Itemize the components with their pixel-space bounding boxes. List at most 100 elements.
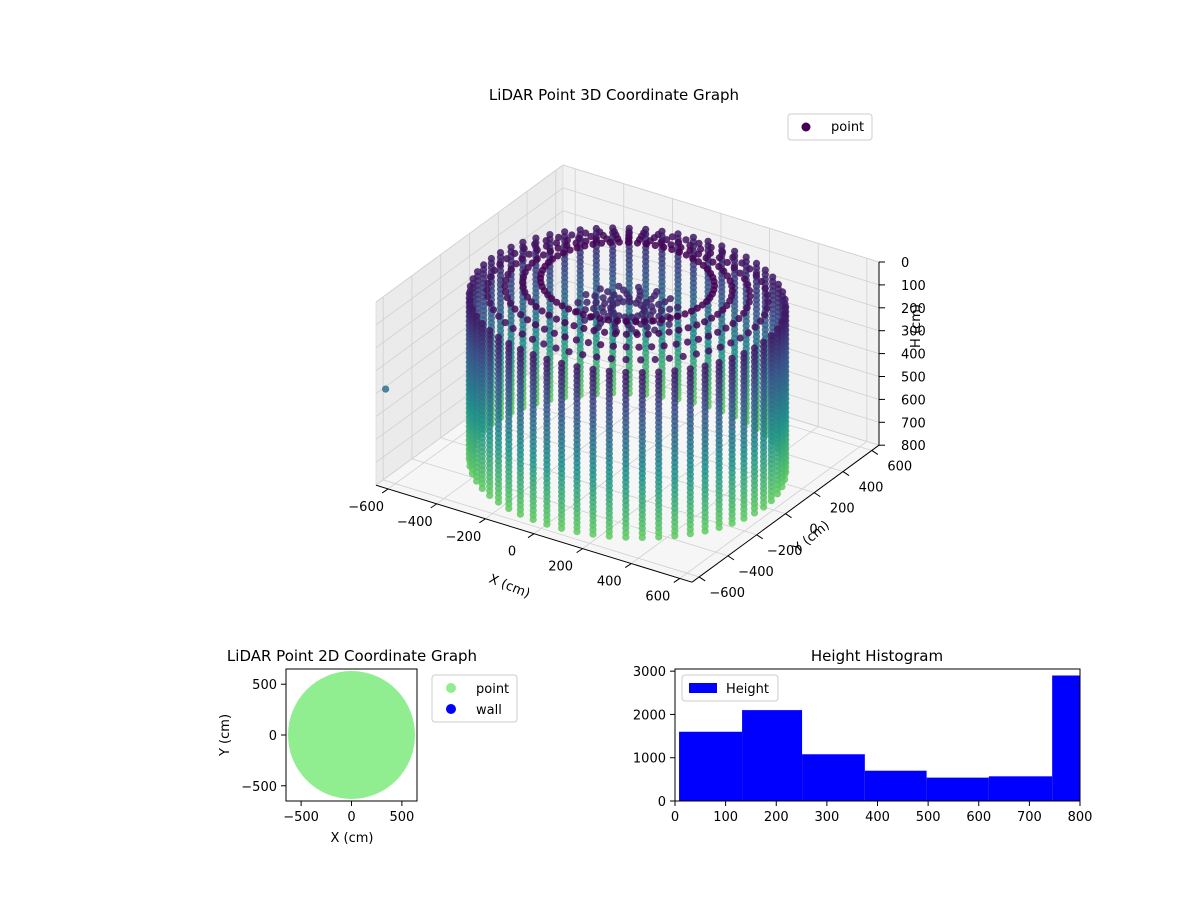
histogram-bar bbox=[679, 731, 743, 801]
z-tick-label: 400 bbox=[901, 348, 926, 363]
data-point bbox=[539, 251, 548, 259]
data-point bbox=[706, 249, 715, 257]
z-tick-label: 300 bbox=[901, 325, 926, 340]
data-point bbox=[540, 325, 549, 333]
data-point bbox=[581, 316, 589, 324]
data-point bbox=[743, 304, 751, 312]
data-point bbox=[604, 288, 612, 296]
data-point bbox=[579, 351, 587, 359]
data-point bbox=[486, 299, 494, 307]
data-point bbox=[714, 310, 722, 318]
data-point bbox=[611, 330, 620, 338]
data-point bbox=[642, 240, 651, 248]
data-point bbox=[559, 249, 568, 257]
data-point bbox=[655, 533, 663, 541]
histogram-bar bbox=[864, 770, 927, 801]
data-point bbox=[561, 319, 569, 327]
data-point bbox=[516, 510, 525, 518]
data-point bbox=[601, 328, 609, 336]
y-tick bbox=[727, 555, 735, 561]
data-point bbox=[694, 250, 703, 258]
data-point bbox=[679, 352, 687, 361]
histogram-legend-label: Height bbox=[726, 682, 769, 697]
data-point bbox=[763, 291, 771, 299]
data-point bbox=[486, 273, 495, 281]
data-point bbox=[745, 286, 754, 295]
data-point bbox=[740, 309, 748, 317]
data-point bbox=[552, 344, 560, 352]
data-point bbox=[570, 322, 578, 330]
data-point bbox=[533, 255, 541, 263]
data-point bbox=[767, 497, 775, 505]
data-point bbox=[644, 330, 652, 338]
data-point bbox=[518, 330, 526, 338]
data-point bbox=[527, 298, 535, 306]
x-tick-label: 500 bbox=[389, 810, 414, 825]
y-tick-label: −200 bbox=[767, 544, 803, 559]
data-point bbox=[674, 312, 682, 320]
grid-z-left bbox=[375, 187, 564, 326]
data-point bbox=[715, 523, 723, 532]
y-tick-label: −600 bbox=[709, 586, 745, 601]
data-point bbox=[623, 318, 631, 326]
x-tick-label: 400 bbox=[865, 810, 890, 825]
data-point bbox=[495, 312, 503, 320]
data-point bbox=[701, 527, 709, 535]
data-point bbox=[501, 282, 509, 290]
histogram-legend-box bbox=[681, 674, 779, 702]
data-point bbox=[599, 308, 608, 316]
data-point bbox=[540, 340, 548, 348]
data-point bbox=[692, 350, 701, 358]
data-point bbox=[622, 533, 630, 541]
data-point bbox=[553, 298, 561, 306]
grid-z-left bbox=[375, 164, 564, 303]
data-point bbox=[704, 332, 713, 340]
x-tick bbox=[381, 488, 389, 494]
x-tick-label: 0 bbox=[508, 545, 516, 560]
data-point bbox=[624, 238, 633, 246]
data-point bbox=[719, 306, 727, 314]
data-point bbox=[643, 298, 651, 307]
data-point bbox=[695, 239, 703, 247]
y-tick-label: 0 bbox=[809, 523, 817, 538]
y-tick-label: 3000 bbox=[633, 665, 666, 680]
data-point bbox=[682, 236, 690, 244]
x-tick-label: 100 bbox=[713, 810, 738, 825]
chart-3d-points bbox=[382, 224, 790, 542]
data-point bbox=[744, 329, 752, 337]
data-point bbox=[511, 249, 519, 257]
data-point bbox=[715, 263, 723, 271]
data-point bbox=[583, 298, 591, 306]
data-point bbox=[622, 330, 631, 338]
data-point bbox=[723, 258, 732, 267]
grid-y-floor bbox=[383, 479, 700, 578]
data-point bbox=[610, 291, 618, 299]
data-point bbox=[626, 298, 634, 306]
data-point bbox=[503, 255, 511, 263]
data-point bbox=[505, 504, 513, 512]
z-tick-label: 0 bbox=[901, 256, 909, 271]
data-point bbox=[545, 311, 553, 319]
x-tick bbox=[479, 518, 486, 524]
x-tick-label: 0 bbox=[347, 810, 355, 825]
data-point bbox=[558, 524, 566, 532]
data-point bbox=[511, 305, 519, 313]
data-point bbox=[655, 329, 663, 337]
data-point bbox=[694, 335, 703, 343]
z-tick-label: 800 bbox=[901, 439, 926, 454]
data-point bbox=[657, 306, 666, 315]
data-point bbox=[651, 241, 659, 250]
data-point bbox=[728, 519, 736, 527]
x-tick-label: −500 bbox=[283, 810, 319, 825]
chart-3d-legend-marker bbox=[801, 122, 811, 132]
histogram-bar bbox=[988, 776, 1053, 801]
z-tick-label: 200 bbox=[901, 302, 926, 317]
data-point bbox=[552, 315, 561, 323]
y-tick bbox=[871, 450, 879, 455]
x-tick bbox=[527, 533, 535, 539]
data-point bbox=[684, 324, 692, 332]
data-point bbox=[496, 260, 504, 268]
chart-2d: LiDAR Point 2D Coordinate Graph −500 0 500… bbox=[218, 647, 518, 846]
data-point bbox=[593, 353, 601, 361]
